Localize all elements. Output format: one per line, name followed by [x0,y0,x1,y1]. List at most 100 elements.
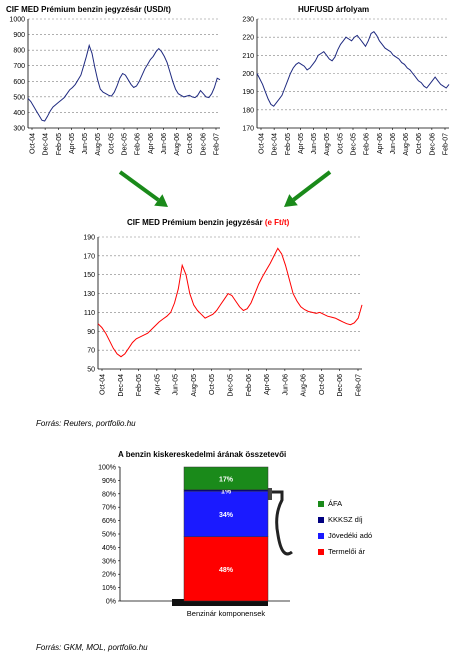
x-category-label: Benzinár komponensek [187,609,266,618]
series-line [256,31,450,107]
x-tick-label: Feb-06 [246,374,253,396]
x-tick-label: Feb-07 [443,133,450,155]
line-chart-3: 50 70 90 110 130 150 170 190 Oct-04 Dec-04 Feb-05 A… [83,235,362,397]
y-tick-label: 20% [102,572,116,579]
y-tick-label: 220 [242,35,254,42]
y-tick-label: 150 [83,272,95,279]
y-tick-label: 190 [83,235,95,242]
fuel-nozzle-icon [266,488,272,500]
bar-segment [183,536,269,602]
source-note-2: Forrás: GKM, MOL, portfolio.hu [36,643,148,652]
y-tick-label: 10% [102,585,116,592]
x-tick-label: Dec-04 [118,374,125,397]
x-tick-label: Feb-05 [56,133,63,155]
x-tick-label: Dec-05 [228,374,235,397]
x-tick-label: Apr-06 [148,133,155,154]
line-chart-1: 300 400 500 600 700 800 900 1000 Oct-04 Dec-04 Feb… [9,17,220,156]
x-tick-label: Aug-06 [301,374,308,397]
y-tick-label: 70 [87,348,95,355]
y-tick-label: 800 [13,48,25,55]
x-tick-label: Dec-06 [337,374,344,397]
arrow-head [284,194,298,207]
y-tick-label: 80% [102,491,116,498]
x-tick-label: Oct-04 [259,133,266,154]
bar-segment [183,466,269,491]
legend-item-termeloi: Termelői ár [318,547,365,556]
arrow-head [154,194,168,207]
y-tick-label: 200 [242,71,254,78]
bar-segment [183,490,269,537]
y-tick-label: 130 [83,291,95,298]
x-tick-label: Oct-04 [100,374,107,395]
x-tick-label: Jun-05 [311,133,318,155]
y-tick-label: 110 [84,310,95,317]
arrow-right [284,170,332,207]
pump-base [172,599,268,606]
x-tick-label: Oct-04 [30,133,37,154]
x-tick-label: Jun-06 [161,133,168,155]
y-tick-label: 170 [83,253,95,260]
y-tick-label: 230 [242,17,254,24]
x-tick-label: Dec-04 [43,133,50,156]
chart2-title: HUF/USD árfolyam [298,5,370,14]
chart4-title: A benzin kiskereskedelmi árának összetev… [118,450,287,459]
legend-swatch-termeloi [318,548,324,555]
x-tick-label: Feb-07 [356,374,363,396]
series-line [27,43,221,122]
x-tick-label: Feb-05 [136,374,143,396]
chart3-title-wrap: CIF MED Prémium benzin jegyzésár (e Ft/t… [127,218,289,227]
y-tick-label: 170 [242,126,254,133]
legend-swatch-kkksz [318,516,324,523]
legend-swatch-afa [318,500,324,507]
x-tick-label: Apr-05 [298,133,305,154]
x-tick-label: Feb-07 [214,133,221,155]
x-tick-label: Apr-06 [377,133,384,154]
legend-swatch-jovedeki [318,532,324,539]
line-chart-2: 170 180 190 200 210 220 230 Oct-04 Dec-04 Feb-05 A… [242,17,449,156]
arrow-left [118,170,168,207]
x-tick-label: Feb-05 [285,133,292,155]
x-tick-label: Jun-06 [282,374,289,396]
y-tick-label: 190 [242,89,254,96]
x-tick-label: Dec-04 [272,133,279,156]
y-tick-label: 30% [102,558,116,565]
y-tick-label: 40% [102,545,116,552]
y-tick-label: 0% [106,599,116,606]
x-tick-label: Aug-06 [403,133,410,156]
x-tick-label: Aug-05 [95,133,102,156]
y-tick-label: 900 [13,32,25,39]
y-tick-label: 180 [242,107,254,114]
bar-data-label: 1% [221,488,232,495]
x-tick-label: Aug-05 [324,133,331,156]
x-tick-label: Feb-06 [364,133,371,155]
legend-item-jovedeki: Jövedéki adó [318,531,372,540]
x-tick-label: Dec-06 [200,133,207,156]
series-line [97,247,363,358]
x-tick-label: Dec-05 [122,133,129,156]
y-tick-label: 400 [13,110,25,117]
fuel-hose-icon [268,490,293,556]
y-tick-label: 50 [87,367,95,374]
x-tick-label: Aug-05 [191,374,198,397]
arrow-shaft [118,170,160,202]
arrow-shaft [292,170,332,202]
x-tick-label: Oct-05 [209,374,216,395]
bar-data-label: 48% [219,567,234,574]
x-tick-label: Oct-06 [187,133,194,154]
y-tick-label: 90 [87,329,95,336]
y-tick-label: 500 [13,94,25,101]
x-tick-label: Aug-06 [174,133,181,156]
chart3-title-suffix: (e Ft/t) [264,218,290,227]
x-tick-label: Feb-06 [135,133,142,155]
y-tick-label: 90% [102,478,116,485]
y-tick-label: 210 [242,53,254,60]
x-tick-label: Jun-06 [390,133,397,155]
legend-label-afa: ÁFA [328,499,343,508]
x-tick-label: Oct-05 [337,133,344,154]
y-tick-label: 100% [98,465,116,472]
y-tick-label: 300 [13,126,25,133]
legend-label-termeloi: Termelői ár [328,547,366,556]
chart1-title: CIF MED Prémium benzin jegyzésár (USD/t) [6,5,171,14]
bar-data-label: 34% [219,512,234,519]
x-tick-label: Dec-06 [429,133,436,156]
